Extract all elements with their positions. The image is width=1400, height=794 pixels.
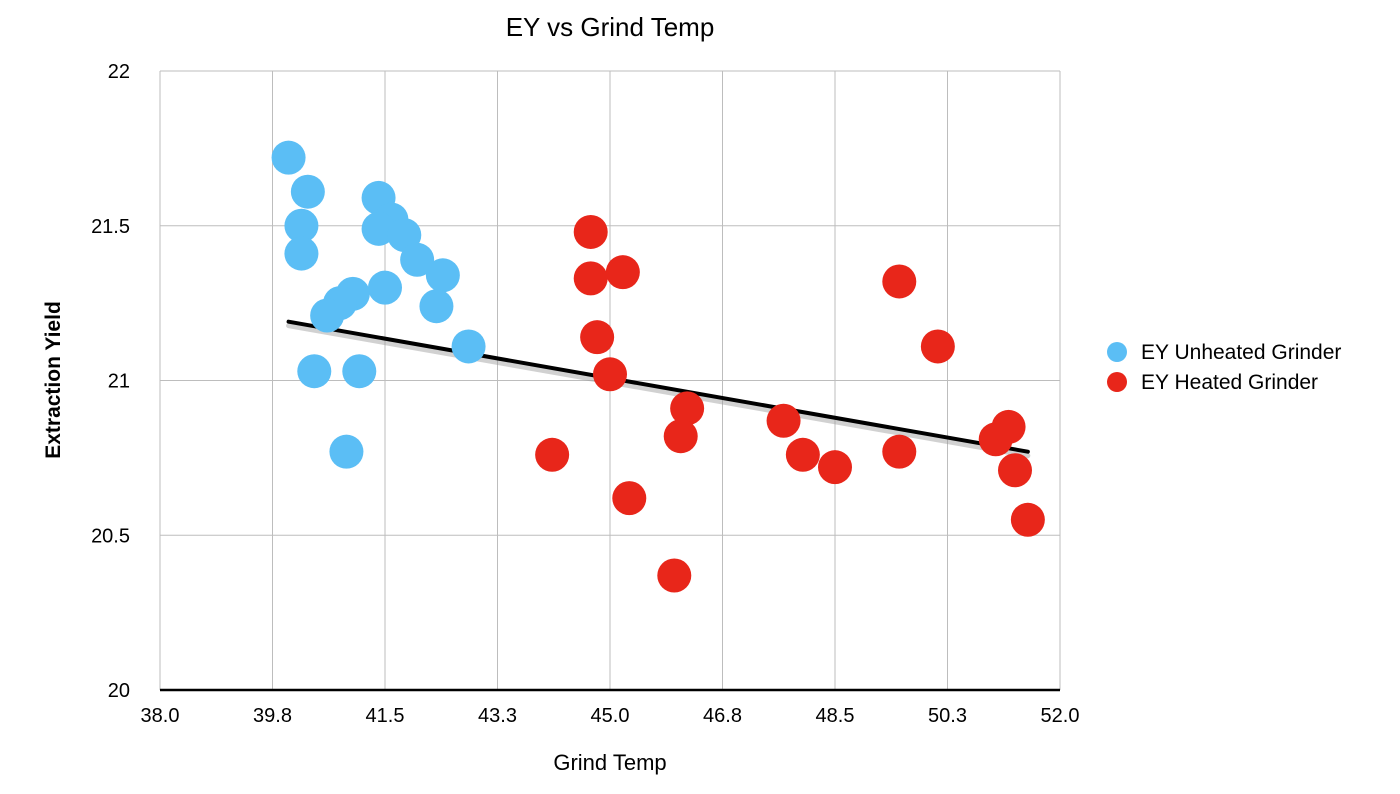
- heated-point: [998, 453, 1032, 488]
- heated-point: [535, 437, 570, 472]
- heated-point: [991, 409, 1026, 444]
- y-tick-label: 21: [108, 371, 130, 393]
- x-tick-label: 39.8: [253, 705, 292, 727]
- heated-point: [1010, 502, 1045, 537]
- unheated-point: [419, 289, 454, 324]
- heated-point: [663, 419, 698, 454]
- heated-point: [612, 481, 647, 516]
- heated-point: [766, 403, 801, 438]
- y-tick-label: 21.5: [91, 216, 130, 238]
- unheated-point: [284, 208, 319, 243]
- unheated-point: [284, 236, 319, 271]
- x-tick-label: 50.3: [928, 705, 967, 727]
- legend: EY Unheated Grinder EY Heated Grinder: [1107, 341, 1341, 394]
- heated-point: [882, 264, 917, 299]
- unheated-point: [451, 329, 486, 364]
- heated-point: [573, 261, 608, 296]
- axes-layer: 38.0 39.8 41.5 43.3 45.0 46.8 48.5 50.3 52.0 20 20…: [91, 61, 1079, 727]
- heated-point: [818, 450, 852, 485]
- x-tick-label: 43.3: [478, 705, 517, 727]
- heated-point: [580, 320, 615, 355]
- x-tick-label: 41.5: [366, 705, 405, 727]
- unheated-point: [361, 211, 396, 246]
- x-tick-label: 45.0: [591, 705, 630, 727]
- unheated-point: [368, 270, 402, 305]
- unheated-point: [297, 354, 332, 389]
- legend-marker: [1107, 342, 1127, 362]
- trendline-shadow: [286, 323, 1031, 459]
- heated-point: [573, 214, 608, 249]
- x-axis-label: Grind Temp: [553, 750, 666, 775]
- trendline-layer: [286, 319, 1031, 459]
- heated-point: [605, 255, 640, 290]
- heated-point: [785, 437, 820, 472]
- y-tick-label: 20: [108, 680, 130, 702]
- heated-point: [882, 434, 917, 469]
- heated-point: [670, 391, 705, 426]
- x-tick-label: 52.0: [1041, 705, 1080, 727]
- x-tick-label: 38.0: [141, 705, 180, 727]
- y-tick-label: 22: [108, 61, 130, 83]
- y-tick-label: 20.5: [91, 525, 130, 547]
- unheated-point: [271, 140, 306, 175]
- unheated-point: [290, 174, 325, 209]
- heated-point: [593, 357, 627, 392]
- points-layer: [271, 140, 1045, 593]
- legend-label: EY Heated Grinder: [1141, 371, 1318, 394]
- unheated-point: [425, 258, 460, 293]
- unheated-point: [342, 354, 377, 389]
- heated-point: [920, 329, 955, 364]
- legend-label: EY Unheated Grinder: [1141, 341, 1341, 364]
- heated-point: [657, 558, 692, 593]
- y-axis-label: Extraction Yield: [42, 301, 65, 459]
- x-tick-label: 48.5: [816, 705, 855, 727]
- unheated-point: [400, 242, 435, 277]
- unheated-point: [329, 434, 364, 469]
- x-tick-label: 46.8: [703, 705, 742, 727]
- chart-title: EY vs Grind Temp: [506, 12, 715, 42]
- trendline: [286, 319, 1030, 454]
- legend-marker: [1107, 372, 1127, 392]
- unheated-point: [310, 298, 345, 333]
